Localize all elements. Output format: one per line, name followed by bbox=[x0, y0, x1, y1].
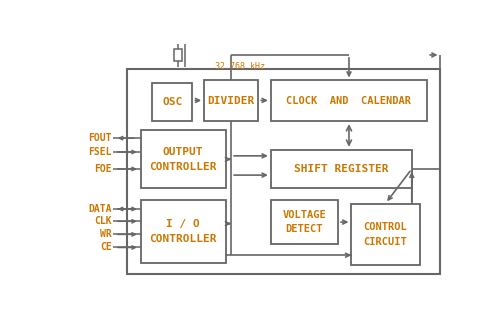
Text: CLOCK  AND  CALENDAR: CLOCK AND CALENDAR bbox=[286, 96, 411, 106]
Bar bbox=[128, 69, 440, 275]
Text: CONTROL
CIRCUIT: CONTROL CIRCUIT bbox=[363, 222, 407, 247]
Text: VOLTAGE
DETECT: VOLTAGE DETECT bbox=[283, 210, 326, 235]
Bar bbox=[174, 49, 181, 61]
Bar bbox=[271, 81, 427, 121]
Text: I / O
CONTROLLER: I / O CONTROLLER bbox=[149, 219, 217, 244]
Bar bbox=[141, 200, 226, 263]
Text: CE: CE bbox=[100, 243, 112, 252]
Bar bbox=[141, 130, 226, 188]
Text: OSC: OSC bbox=[162, 97, 182, 107]
Bar bbox=[152, 83, 193, 121]
Bar bbox=[271, 200, 338, 244]
Text: SHIFT REGISTER: SHIFT REGISTER bbox=[294, 164, 389, 174]
Text: FOE: FOE bbox=[94, 164, 112, 174]
Text: DATA: DATA bbox=[88, 204, 112, 214]
Bar bbox=[271, 150, 412, 188]
Bar bbox=[204, 81, 258, 121]
Text: DIVIDER: DIVIDER bbox=[208, 96, 255, 106]
Text: OUTPUT
CONTROLLER: OUTPUT CONTROLLER bbox=[149, 147, 217, 172]
Text: FSEL: FSEL bbox=[88, 147, 112, 157]
Bar bbox=[351, 204, 419, 265]
Text: 32.768 kHz: 32.768 kHz bbox=[215, 62, 265, 71]
Text: FOUT: FOUT bbox=[88, 133, 112, 143]
Text: CLK: CLK bbox=[94, 216, 112, 226]
Text: WR: WR bbox=[100, 230, 112, 239]
